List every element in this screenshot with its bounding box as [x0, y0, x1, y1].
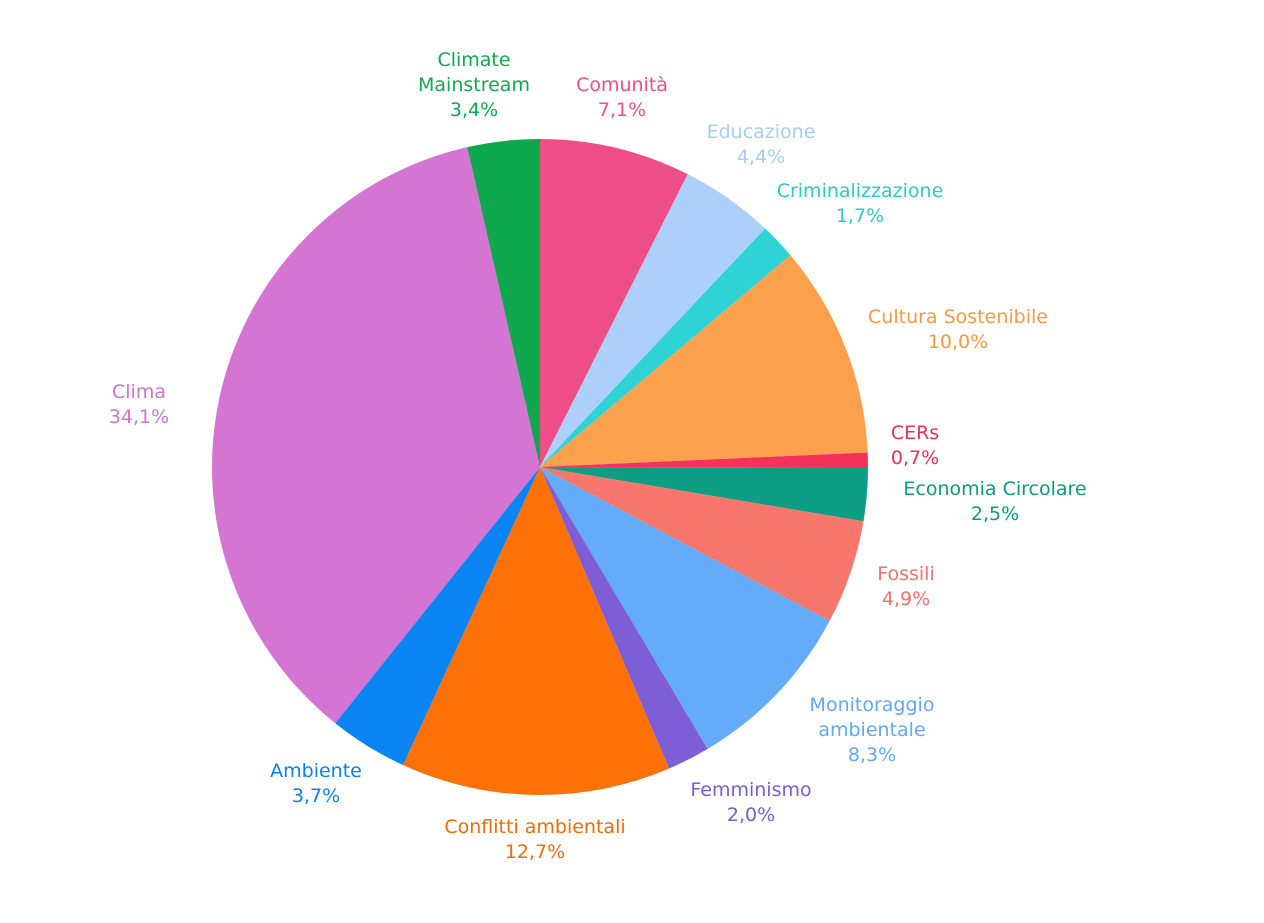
slice-label: Monitoraggio ambientale: [810, 694, 935, 741]
slice-value-label: 34,1%: [109, 406, 169, 428]
slice-label: Comunità: [576, 74, 668, 96]
slice-value-label: 3,7%: [292, 785, 340, 807]
pie-label-monitoraggio-ambientale: Monitoraggio ambientale 8,3%: [810, 694, 935, 766]
slice-value-label: 4,4%: [737, 146, 785, 168]
slice-value-label: 12,7%: [505, 841, 565, 863]
pie-slice-fossili: [540, 467, 864, 621]
pie-slice-cultura-sostenibile: [540, 255, 868, 467]
slice-label: Criminalizzazione: [777, 180, 944, 202]
slice-label: Cultura Sostenibile: [868, 306, 1048, 328]
slice-label: Educazione: [707, 121, 816, 143]
pie-label-criminalizzazione: Criminalizzazione 1,7%: [777, 180, 944, 227]
slice-label: Fossili: [877, 563, 935, 585]
slice-label: Economia Circolare: [903, 478, 1086, 500]
slice-value-label: 4,9%: [882, 588, 930, 610]
slice-value-label: 1,7%: [836, 205, 884, 227]
slice-value-label: 2,5%: [971, 503, 1019, 525]
pie-slice-monitoraggio-ambientale: [540, 467, 830, 749]
slice-value-label: 8,3%: [848, 744, 896, 766]
slice-label: Climate Mainstream: [418, 49, 530, 96]
pie-label-comunita: Comunità 7,1%: [576, 74, 668, 121]
pie-label-femminismo: Femminismo 2,0%: [690, 779, 811, 826]
pie-slice-educazione: [540, 174, 766, 467]
pie-label-economia-circolare: Economia Circolare 2,5%: [903, 478, 1086, 525]
slice-label: CERs: [891, 422, 939, 444]
pie-slice-conflitti-ambientali: [402, 467, 670, 795]
slice-value-label: 0,7%: [891, 447, 939, 469]
pie-slice-cers: [540, 452, 869, 468]
pie-slices: [211, 139, 869, 795]
slice-label: Femminismo: [690, 779, 811, 801]
slice-value-label: 3,4%: [450, 99, 498, 121]
slice-value-label: 10,0%: [928, 331, 988, 353]
pie-slice-climate-mainstream: [467, 139, 540, 467]
pie-label-cultura-sostenibile: Cultura Sostenibile 10,0%: [868, 306, 1048, 353]
pie-label-climate-mainstream: Climate Mainstream 3,4%: [418, 49, 530, 121]
slice-label: Conflitti ambientali: [444, 816, 625, 838]
slice-value-label: 7,1%: [598, 99, 646, 121]
pie-label-fossili: Fossili 4,9%: [877, 563, 935, 610]
slice-label: Ambiente: [270, 760, 362, 782]
pie-label-educazione: Educazione 4,4%: [707, 121, 816, 168]
pie-label-ambiente: Ambiente 3,7%: [270, 760, 362, 807]
pie-slice-criminalizzazione: [540, 228, 791, 467]
slice-value-label: 2,0%: [727, 804, 775, 826]
pie-label-cers: CERs 0,7%: [891, 422, 939, 469]
pie-slice-clima: [211, 147, 541, 724]
pie-label-clima: Clima 34,1%: [109, 381, 169, 428]
pie-slice-economia-circolare: [540, 467, 868, 522]
slice-label: Clima: [112, 381, 166, 403]
pie-label-conflitti-ambientali: Conflitti ambientali 12,7%: [444, 816, 625, 863]
pie-labels: Comunità 7,1% Educazione 4,4% Criminalizzazi…: [109, 49, 1087, 863]
pie-slice-femminismo: [540, 467, 708, 769]
pie-slice-comunita: [540, 139, 688, 467]
pie-slice-ambiente: [335, 467, 540, 766]
